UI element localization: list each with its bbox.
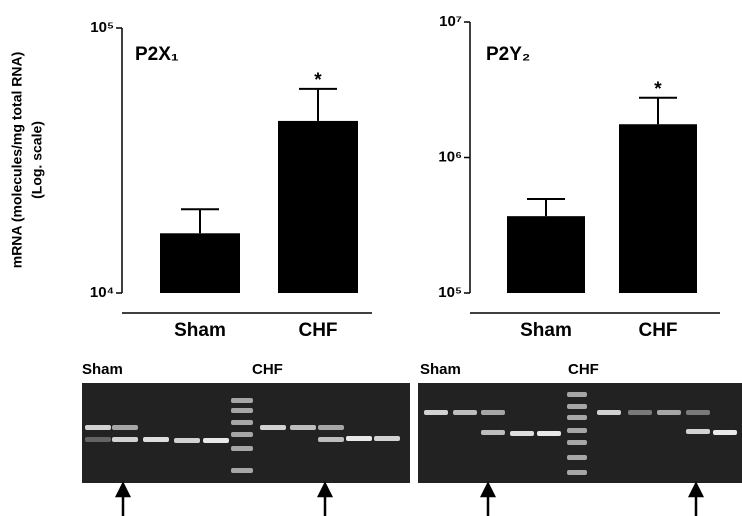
gel-band (231, 468, 253, 473)
gel-band (510, 431, 534, 436)
gel-label: Sham (420, 361, 461, 378)
chart-title: P2Y₂ (486, 44, 530, 65)
gel-band (231, 446, 253, 451)
gel-band (567, 404, 587, 409)
gel-band (567, 392, 587, 397)
arrow (687, 481, 705, 516)
bar (278, 120, 358, 293)
y-tick-label: 10⁵ (438, 284, 462, 301)
gel-band (231, 420, 253, 425)
error-bar (299, 87, 337, 121)
gel-band (374, 436, 400, 441)
gel-band (686, 429, 710, 434)
significance-marker: * (654, 79, 662, 100)
gel-band (567, 470, 587, 475)
gel-band (85, 425, 111, 430)
gel-band (686, 410, 710, 415)
gel-band (112, 437, 138, 442)
gel-band (174, 438, 200, 443)
y-axis-label: mRNA (molecules/mg total RNA) (9, 52, 25, 269)
gel-band (290, 425, 316, 430)
significance-marker: * (314, 70, 322, 91)
gel-band (481, 430, 505, 435)
gel-label: Sham (82, 361, 123, 378)
gel-band (537, 431, 561, 436)
gel-band (424, 410, 448, 415)
gel-band (346, 436, 372, 441)
x-tick-label: CHF (638, 320, 677, 341)
gel-band (260, 425, 286, 430)
gel-band (231, 408, 253, 413)
arrow (316, 481, 334, 516)
y-tick-label: 10⁶ (438, 148, 462, 165)
x-tick-label: Sham (174, 320, 226, 341)
gel-band (318, 437, 344, 442)
gel-band (597, 410, 621, 415)
gel-band (567, 415, 587, 420)
chart-title: P2X₁ (135, 44, 179, 65)
gel-label: CHF (568, 361, 599, 378)
x-tick-label: Sham (520, 320, 572, 341)
y-tick-label: 10⁵ (90, 19, 114, 36)
gel-band (231, 398, 253, 403)
y-axis-label: (Log. scale) (29, 121, 45, 199)
gel-label: CHF (252, 361, 283, 378)
bar (619, 124, 697, 293)
error-bar (527, 198, 565, 217)
gel-band (628, 410, 652, 415)
bar (507, 216, 585, 293)
gel-band (481, 410, 505, 415)
x-tick-label: CHF (298, 320, 337, 341)
gel-band (567, 440, 587, 445)
arrow (479, 481, 497, 516)
error-bar (181, 208, 219, 234)
gel-band (143, 437, 169, 442)
gel-right: Sham CHF (418, 361, 742, 483)
error-bar (639, 96, 677, 125)
gel-band (112, 425, 138, 430)
gel-band (85, 437, 111, 442)
gel-band (657, 410, 681, 415)
gel-band (318, 425, 344, 430)
gel-band (453, 410, 477, 415)
y-tick-label: 10⁴ (90, 284, 114, 301)
gel-band (567, 428, 587, 433)
gel-band (567, 455, 587, 460)
gel-band (203, 438, 229, 443)
y-tick-label: 10⁷ (439, 13, 462, 30)
gel-band (231, 432, 253, 437)
gel-band (713, 430, 737, 435)
bar (160, 233, 240, 293)
arrow (114, 481, 132, 516)
